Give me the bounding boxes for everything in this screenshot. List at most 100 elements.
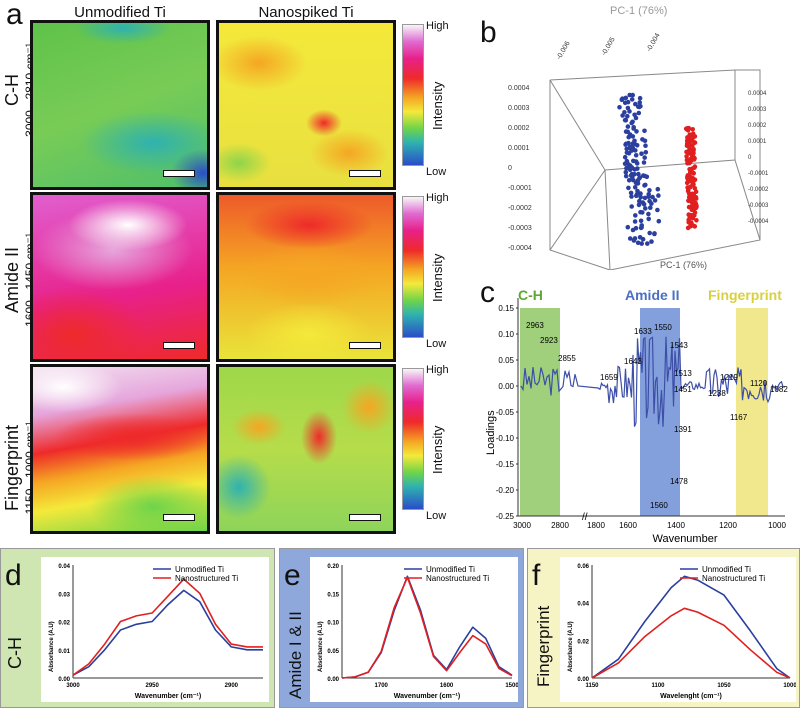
pca-point-unmodified xyxy=(632,112,637,118)
row-name: C-H xyxy=(2,74,22,106)
colorbar-high: High xyxy=(426,364,449,376)
c-ytick: -0.25 xyxy=(496,512,515,521)
pca-point-unmodified xyxy=(622,117,628,123)
y-label: Absorbance (A.U) xyxy=(318,621,324,672)
side-label-e: Amide I & II xyxy=(286,611,305,699)
c-peak-label: 2923 xyxy=(540,336,558,345)
pca-point-nanospiked xyxy=(690,127,695,132)
x-tick: 1600 xyxy=(440,683,454,689)
pca-point-unmodified xyxy=(652,231,657,236)
row-name: Amide II xyxy=(2,246,22,314)
c-region-label: Amide II xyxy=(625,287,679,303)
pca-point-unmodified xyxy=(633,101,638,107)
colorbar-gradient xyxy=(402,196,424,338)
pca-point-unmodified xyxy=(624,146,629,152)
pca-point-unmodified xyxy=(638,218,644,224)
pca-point-nanospiked xyxy=(688,156,693,162)
c-peak-label: 2855 xyxy=(558,354,576,363)
box-edge xyxy=(734,159,761,241)
pca-point-unmodified xyxy=(630,119,635,125)
panel-label-f: f xyxy=(532,559,541,592)
pca-ticks: 0.0004 0.0003 0.0002 0.0001 0 -0.0001 -0.0002 -… xyxy=(508,32,769,252)
pca-point-unmodified xyxy=(648,205,653,210)
c-xlabel: Wavenumber xyxy=(652,533,717,545)
pca-point-unmodified xyxy=(632,219,638,224)
y-tick: 0.04 xyxy=(577,602,589,608)
pca-point-unmodified xyxy=(639,225,644,230)
pca-right-tick: 0 xyxy=(748,155,752,161)
c-axis-break: // xyxy=(582,512,588,523)
pca-point-unmodified xyxy=(642,138,648,144)
pca-point-unmodified xyxy=(649,239,654,244)
pca-point-unmodified xyxy=(649,201,654,206)
x-tick: 1000 xyxy=(783,683,796,689)
pca-point-unmodified xyxy=(646,216,651,222)
c-ytick: -0.15 xyxy=(496,460,515,469)
loadings-plot: C-H Amide II Fingerprint 0.15 0.10 0.05 0.00 -… xyxy=(485,287,788,545)
colorbar-label: Intensity xyxy=(430,253,445,302)
x-tick: 1100 xyxy=(651,683,665,689)
x-tick: 1050 xyxy=(717,683,731,689)
pca-point-unmodified xyxy=(650,194,655,200)
pca-point-nanospiked xyxy=(687,160,692,166)
pca-point-unmodified xyxy=(637,198,642,204)
pca-point-nanospiked xyxy=(686,187,691,193)
pca-point-unmodified xyxy=(625,129,630,135)
col-header-unmodified: Unmodified Ti xyxy=(74,4,166,21)
pca-point-unmodified xyxy=(637,235,643,240)
pca-left-tick: -0.0003 xyxy=(508,225,532,232)
map-unmod-amide xyxy=(30,192,210,362)
pca-left-tick: 0.0004 xyxy=(508,85,530,92)
pca-point-unmodified xyxy=(624,150,630,155)
pca-point-unmodified xyxy=(634,129,639,134)
pca-point-unmodified xyxy=(629,148,634,153)
pca-point-nanospiked xyxy=(684,154,689,159)
c-peak-label: 2963 xyxy=(526,321,544,330)
colorbar-high: High xyxy=(426,192,449,204)
y-label: Absorbance (A.U) xyxy=(49,621,55,672)
y-tick: 0.04 xyxy=(58,564,70,570)
colorbar-low: Low xyxy=(426,510,447,522)
c-peak-label: 1643 xyxy=(624,357,642,366)
pca-point-unmodified xyxy=(645,241,650,246)
pca-right-tick: -0.0001 xyxy=(748,171,769,177)
colorbar-high: High xyxy=(426,20,449,32)
x-tick: 1700 xyxy=(375,683,389,689)
pca-point-unmodified xyxy=(617,105,622,110)
c-xtick: 1800 xyxy=(587,521,605,530)
pca-point-unmodified xyxy=(638,194,643,200)
pca-points xyxy=(617,92,699,246)
panel-label-e: e xyxy=(284,559,301,592)
pca-point-unmodified xyxy=(635,178,641,183)
c-xtick: 3000 xyxy=(513,521,531,530)
c-ytick: 0.05 xyxy=(498,356,514,365)
chart-e: 0.20 0.15 0.10 0.05 0.00 1700 1600 1500 Wavenumb… xyxy=(310,557,518,702)
y-label: Absorbance (A.U) xyxy=(568,621,574,672)
pca-right-tick: -0.0002 xyxy=(748,187,769,193)
colorbar-gradient xyxy=(402,24,424,166)
panel-f: f Fingerprint 0.06 0.04 0.02 0.00 1150 1100 10… xyxy=(527,548,800,708)
y-tick: 0.05 xyxy=(327,649,339,655)
pca-title: PC-1 (76%) xyxy=(610,5,667,17)
pca-point-nanospiked xyxy=(693,200,698,206)
pca-point-unmodified xyxy=(625,124,631,129)
pca-point-unmodified xyxy=(630,134,636,139)
pca-point-unmodified xyxy=(640,210,645,215)
col-header-nanospiked: Nanospiked Ti xyxy=(258,4,354,21)
c-peak-label: 1238 xyxy=(708,389,726,398)
pca-point-unmodified xyxy=(623,95,629,101)
pca-xlabel: PC-1 (76%) xyxy=(660,260,707,270)
pca-point-unmodified xyxy=(643,143,648,148)
c-xtick: 1200 xyxy=(719,521,737,530)
map-nano-fingerprint xyxy=(216,364,396,534)
pca-point-nanospiked xyxy=(691,207,696,212)
pca-point-unmodified xyxy=(629,204,634,209)
panel-label-c: c xyxy=(480,276,495,309)
pca-point-unmodified xyxy=(638,104,643,109)
c-peak-label: 1391 xyxy=(674,425,692,434)
series-line-1 xyxy=(72,578,263,676)
pca-left-tick: 0.0001 xyxy=(508,145,530,152)
pca-left-tick: 0.0003 xyxy=(508,105,530,112)
pca-point-unmodified xyxy=(656,193,661,198)
